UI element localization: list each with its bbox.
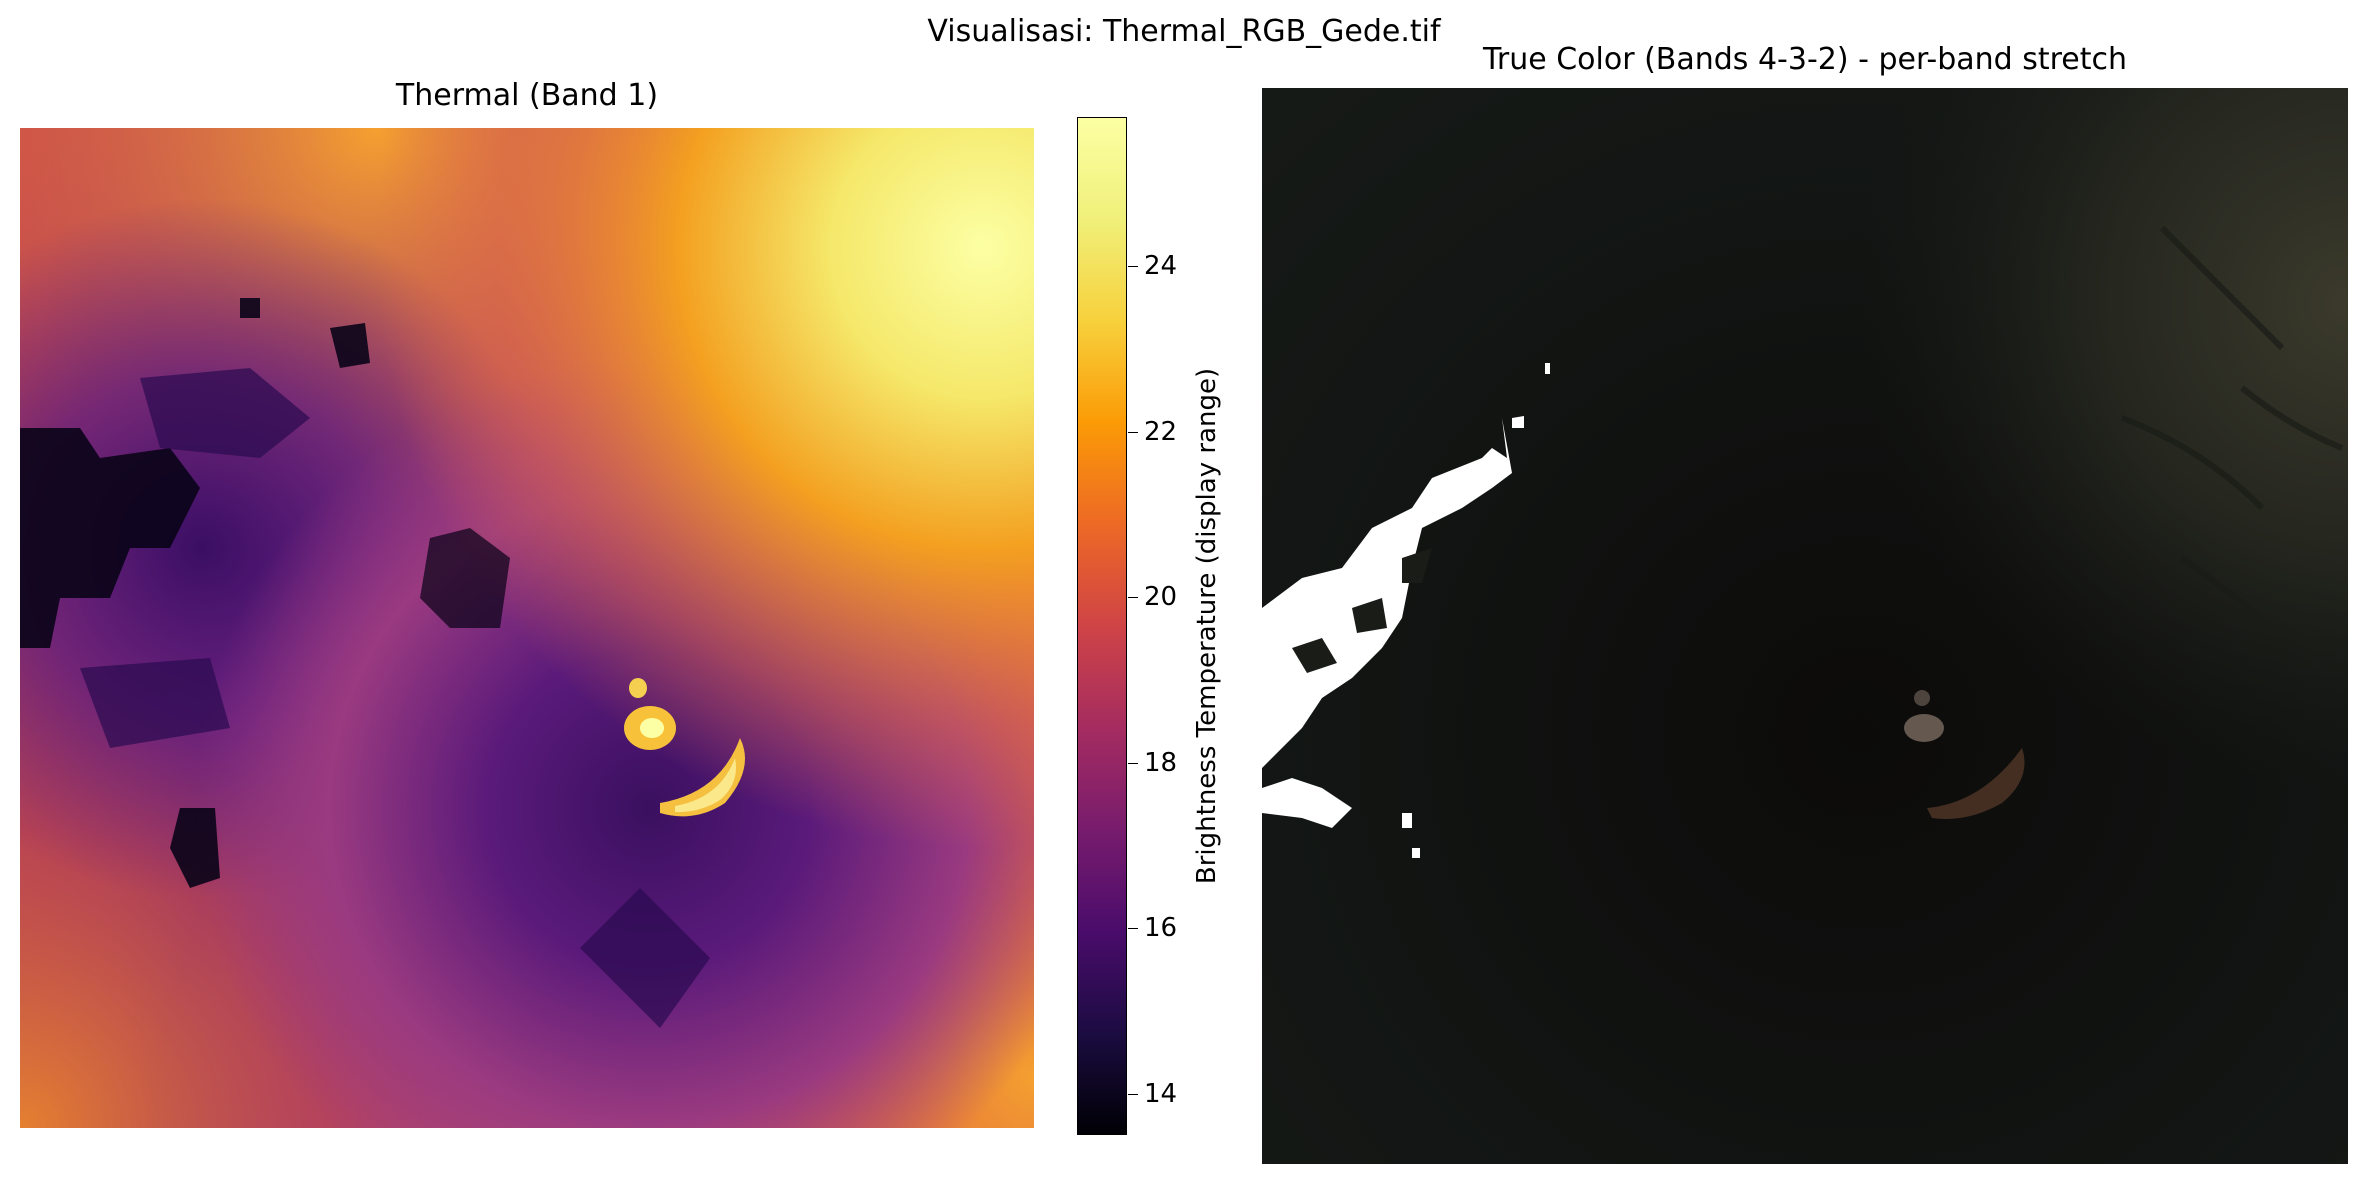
colorbar-axis-label-text: Brightness Temperature (display range): [1192, 367, 1222, 885]
colorbar-tick-mark: [1128, 431, 1138, 433]
colorbar-tick-mark: [1128, 1093, 1138, 1095]
rgb-panel-title: True Color (Bands 4-3-2) - per-band stre…: [1482, 42, 2128, 77]
thermal-panel-title: Thermal (Band 1): [395, 78, 659, 113]
colorbar-tick-label: 14: [1144, 1078, 1178, 1109]
colorbar: [1077, 117, 1127, 1135]
colorbar-tick-mark: [1128, 597, 1138, 599]
colorbar-tick-label: 18: [1144, 747, 1178, 778]
colorbar-gradient: [1077, 117, 1127, 1135]
colorbar-tick-label: 22: [1144, 416, 1178, 447]
true-color-image: [1262, 88, 2348, 1164]
colorbar-tick-label: 16: [1144, 913, 1178, 944]
colorbar-tick-label: 24: [1144, 250, 1178, 281]
thermal-image-raster: [20, 128, 1034, 1128]
true-color-image-raster: [1262, 88, 2348, 1164]
thermal-image: [20, 128, 1034, 1128]
colorbar-tick-mark: [1128, 762, 1138, 764]
colorbar-tick-label: 20: [1144, 582, 1178, 613]
colorbar-tick-mark: [1128, 265, 1138, 267]
colorbar-tick-mark: [1128, 928, 1138, 930]
figure-suptitle: Visualisasi: Thermal_RGB_Gede.tif: [927, 14, 1441, 49]
